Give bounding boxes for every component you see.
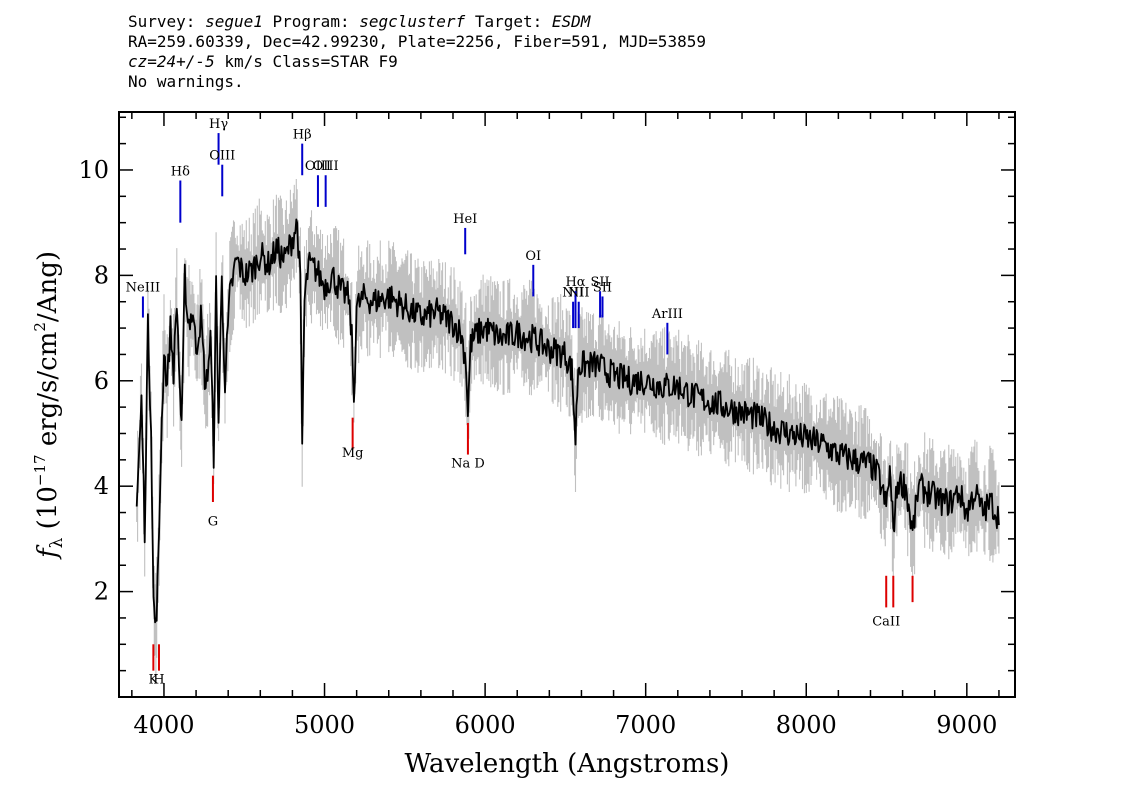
line-label-g: G [208,514,218,529]
line-label-oiii: OIII [305,159,331,174]
flux-series [135,218,1000,624]
x-axis-title: Wavelength (Angstroms) [405,749,730,779]
x-tick-label: 6000 [455,711,516,739]
line-label-hδ: Hδ [171,165,190,180]
y-axis-exp: −17 [31,454,49,486]
line-label-mg: Mg [342,446,364,461]
line-label-ariii: ArIII [651,307,683,322]
survey-value: segue1 [205,12,263,31]
line-label-sii: SII [593,280,612,295]
header-line-warnings: No warnings. [128,72,244,91]
plot-frame [118,111,1016,698]
line-label-hα: Hα [565,275,585,290]
header-line-coordinates: RA=259.60339, Dec=42.99230, Plate=2256, … [128,32,706,51]
y-axis-sub: λ [47,537,67,548]
line-label-hβ: Hβ [293,128,312,143]
program-value: segclusterf [359,12,466,31]
y-tick-label: 4 [94,472,109,500]
line-label-oiii: OIII [313,159,339,174]
line-label-k: K [149,672,159,687]
y-tick-label: 6 [94,367,109,395]
y-tick-label: 2 [94,578,109,606]
spectrum-header: Survey: segue1 Program: segclusterf Targ… [128,12,706,92]
line-label-oiii: OIII [209,149,235,164]
survey-label: Survey: [128,12,196,31]
x-tick-label: 5000 [294,711,355,739]
y-tick-label: 8 [94,261,109,289]
error-band-path [136,179,1000,685]
y-axis-open: (10 [33,486,63,538]
line-label-sii: SII [590,275,609,290]
x-tick-label: 9000 [936,711,997,739]
header-line-survey: Survey: segue1 Program: segclusterf Targ… [128,12,706,32]
flux-line [135,218,1000,624]
error-band [136,179,1000,685]
y-axis-exp2: 2 [31,322,49,332]
y-axis-mid: erg/s/cm [33,332,63,455]
line-label-nii: NII [562,286,584,301]
y-axis-title: fλ (10−17 erg/s/cm2/Ang) [31,251,67,560]
line-label-h: H [153,672,164,687]
x-tick-label: 4000 [133,711,194,739]
program-label: Program: [272,12,350,31]
line-label-oi: OI [525,249,541,264]
x-tick-label: 7000 [615,711,676,739]
x-tick-label: 8000 [776,711,837,739]
line-label-caii: CaII [872,614,900,629]
axis-ticks: 4000 5000 6000 7000 8000 9000 2 4 6 8 10 [78,112,1015,739]
header-line-class: cz=24+/-5 km/s Class=STAR F9 [128,52,706,72]
y-axis-close: /Ang) [33,251,63,322]
redshift-value: cz=24+/-5 [128,52,215,71]
line-label-neiii: NeIII [126,280,160,295]
class-value: km/s Class=STAR F9 [224,52,398,71]
y-tick-label: 10 [78,156,109,184]
line-label-hei: HeI [453,212,477,227]
line-label-nii: NII [568,286,590,301]
line-label-na-d: Na D [451,456,485,471]
line-label-hγ: Hγ [209,117,228,132]
target-value: ESDM [551,12,591,31]
target-label: Target: [474,12,543,31]
line-annotations: NeIIIHδHγOIIIHβOIIIOIIIHeIOINIIHαNIISIIS… [126,117,914,687]
